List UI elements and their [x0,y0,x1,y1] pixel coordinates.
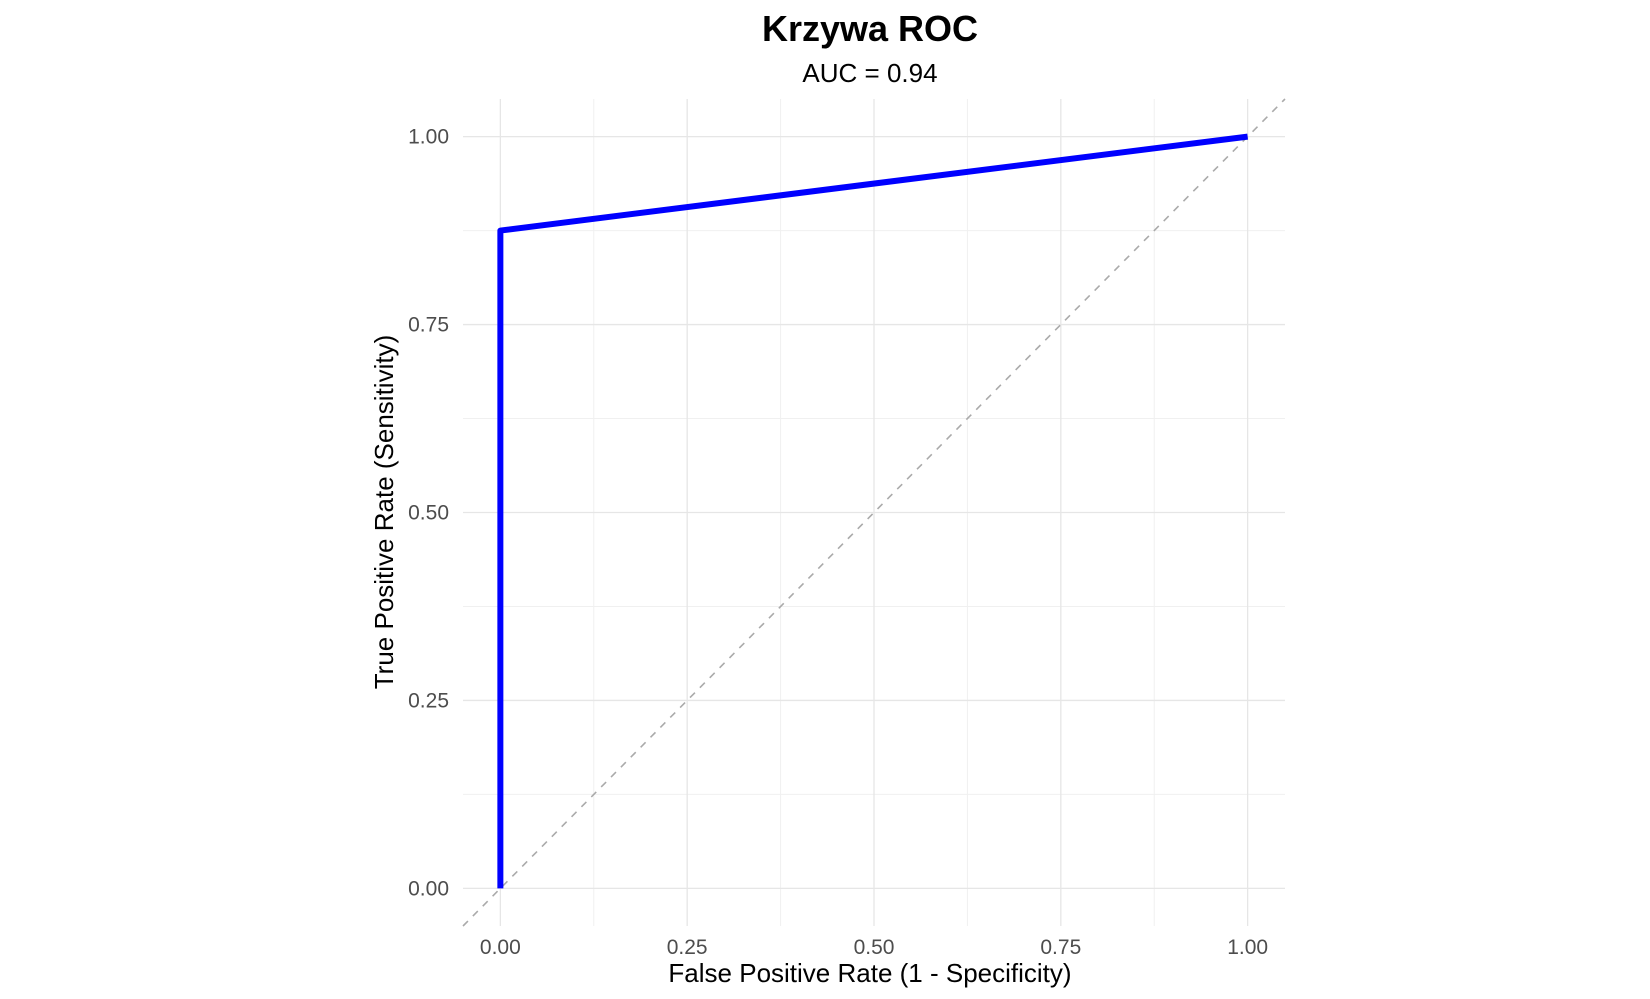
y-axis-ticks: 0.00 0.25 0.50 0.75 1.00 [408,126,449,901]
x-tick-label: 0.50 [854,936,895,959]
y-axis-label: True Positive Rate (Sensitivity) [369,335,399,689]
diagonal-reference-line [462,98,1286,927]
y-tick-label: 0.25 [408,689,449,712]
x-tick-label: 0.00 [480,936,521,959]
x-tick-label: 0.75 [1040,936,1081,959]
major-gridlines [463,99,1285,926]
roc-curve-line [497,133,1249,889]
y-tick-label: 0.75 [408,314,449,337]
chart-subtitle: AUC = 0.94 [802,58,937,88]
y-tick-label: 1.00 [408,126,449,149]
x-tick-label: 1.00 [1227,936,1268,959]
y-tick-label: 0.50 [408,502,449,525]
y-tick-label: 0.00 [408,877,449,900]
x-axis-label: False Positive Rate (1 - Specificity) [668,958,1071,988]
x-tick-label: 0.25 [667,936,708,959]
x-axis-ticks: 0.00 0.25 0.50 0.75 1.00 [480,936,1268,959]
chart-title: Krzywa ROC [762,8,978,49]
